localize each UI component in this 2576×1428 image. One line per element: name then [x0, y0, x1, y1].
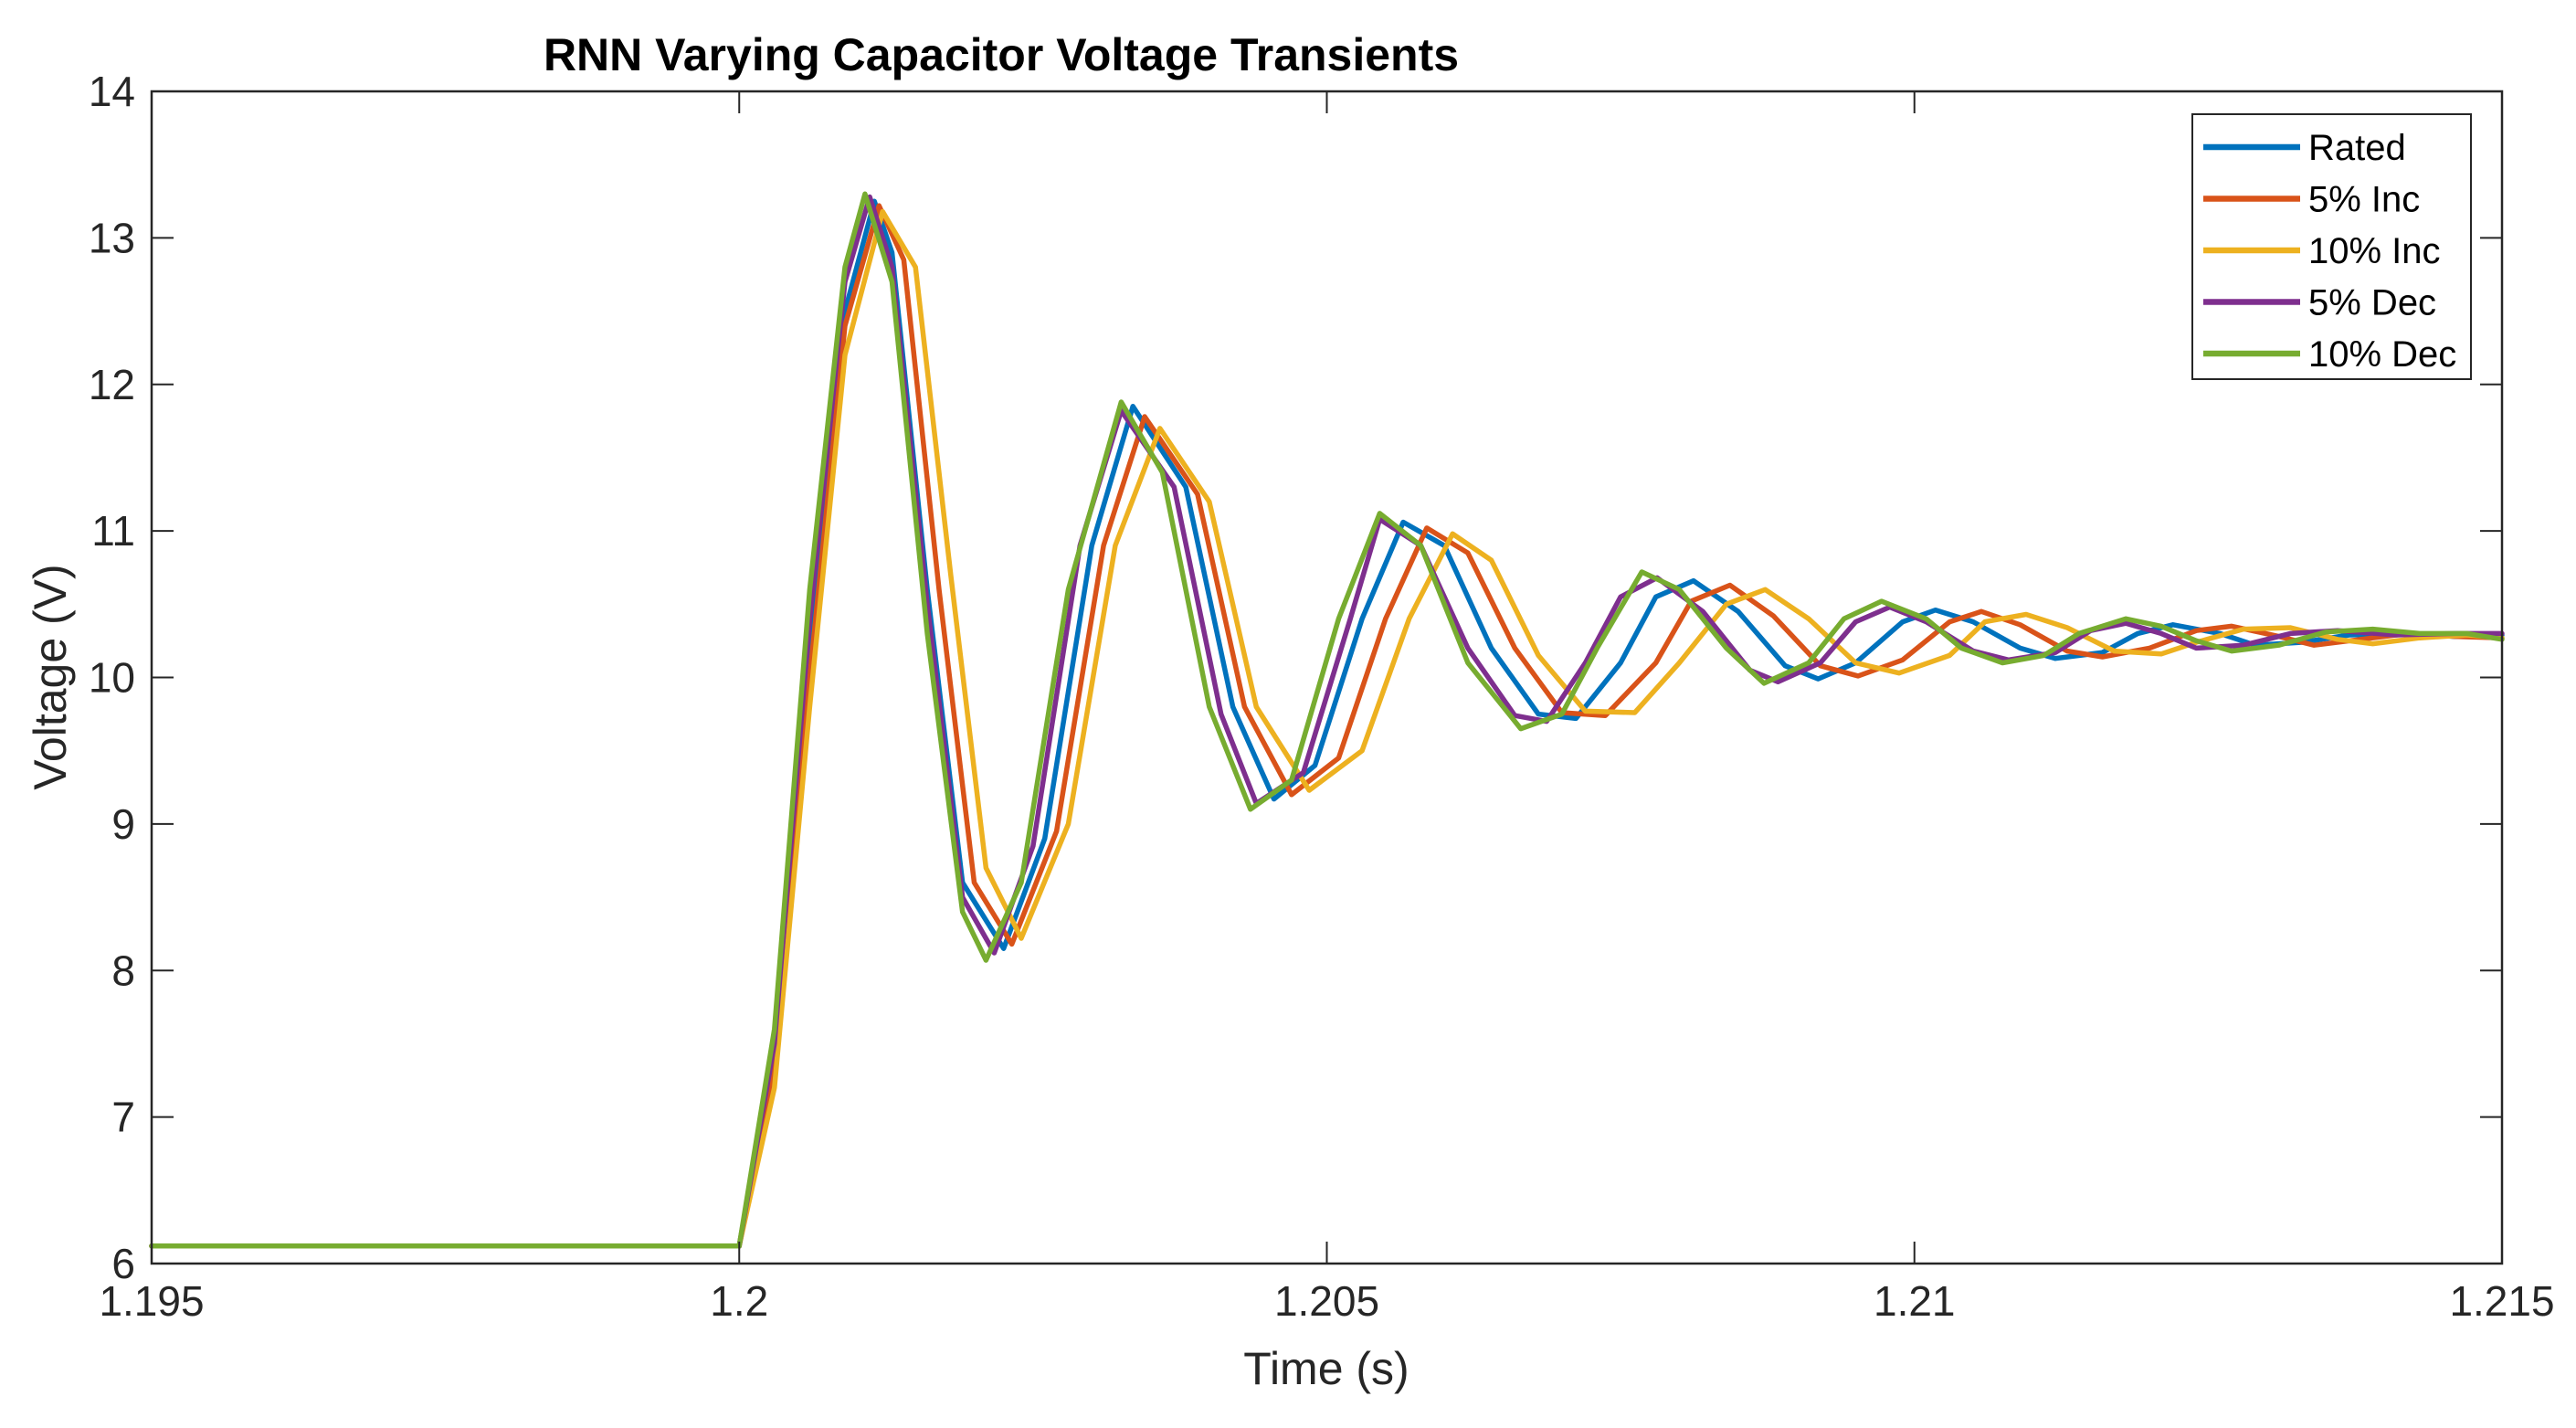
legend-label-3: 5% Dec — [2308, 283, 2436, 323]
series-layer — [149, 191, 2505, 1249]
x-tick-label: 1.2 — [710, 1277, 768, 1325]
legend-label-1: 5% Inc — [2308, 180, 2420, 220]
x-tick-label: 1.215 — [2449, 1277, 2554, 1325]
tick-layer: 1.195 1.2 1.205 1.21 1.215 6 7 8 9 10 11 12 13 14 — [89, 68, 2555, 1325]
series-line-3 — [149, 194, 2505, 1249]
y-tick-label: 6 — [111, 1240, 135, 1287]
y-tick-label: 8 — [111, 947, 135, 994]
series-line-1 — [149, 203, 2505, 1249]
legend-label-2: 10% Inc — [2308, 231, 2441, 271]
y-tick-label: 14 — [89, 68, 135, 115]
legend: Rated 5% Inc 10% Inc 5% Dec 10% Dec — [2191, 113, 2472, 380]
legend-box — [2191, 113, 2472, 380]
x-tick-label: 1.21 — [1874, 1277, 1956, 1325]
plot-area — [152, 91, 2502, 1264]
y-tick-label: 7 — [111, 1094, 135, 1141]
y-tick-label: 9 — [111, 800, 135, 848]
y-tick-label: 10 — [89, 654, 135, 702]
y-tick-label: 12 — [89, 361, 135, 408]
x-tick-label: 1.195 — [99, 1277, 204, 1325]
series-line-4 — [149, 191, 2505, 1249]
legend-label-0: Rated — [2308, 128, 2406, 168]
chart-title: RNN Varying Capacitor Voltage Transients — [544, 29, 1459, 80]
y-tick-label: 11 — [91, 507, 135, 555]
x-axis-label: Time (s) — [1243, 1343, 1409, 1394]
y-tick-label: 13 — [89, 214, 135, 261]
legend-label-4: 10% Dec — [2308, 334, 2456, 375]
x-tick-label: 1.205 — [1274, 1277, 1379, 1325]
y-axis-label: Voltage (V) — [25, 564, 76, 789]
